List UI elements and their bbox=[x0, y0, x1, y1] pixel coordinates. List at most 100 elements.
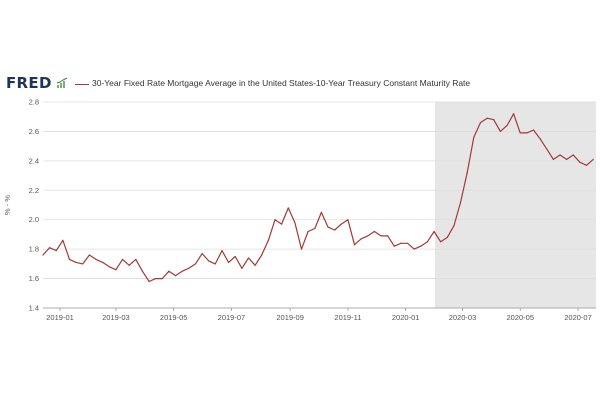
series-point bbox=[566, 158, 568, 160]
series-point bbox=[141, 270, 144, 272]
x-tick-label: 2020-07 bbox=[564, 313, 592, 322]
series-point bbox=[413, 248, 415, 250]
shaded-region bbox=[435, 102, 596, 308]
series-point bbox=[115, 269, 117, 271]
series-point bbox=[559, 154, 561, 156]
series-point bbox=[519, 132, 521, 134]
series-point bbox=[499, 130, 501, 133]
series-point bbox=[135, 258, 137, 261]
series-point bbox=[75, 261, 77, 263]
series-point bbox=[433, 230, 435, 233]
series-point bbox=[174, 275, 177, 277]
series-point bbox=[426, 241, 429, 243]
y-tick-label: 1.6 bbox=[29, 274, 39, 283]
series-point bbox=[367, 235, 369, 237]
chart-frame: FRED 30-Year Fixed Rate Mortgage Average… bbox=[0, 68, 600, 330]
legend-swatch bbox=[75, 84, 89, 85]
series-point bbox=[82, 263, 84, 265]
series-point bbox=[473, 136, 475, 138]
series-point bbox=[168, 270, 170, 272]
series-point bbox=[281, 223, 283, 225]
y-tick-label: 2.6 bbox=[29, 127, 39, 136]
series-point bbox=[300, 248, 303, 250]
series-point bbox=[148, 280, 150, 283]
series-point bbox=[314, 227, 316, 230]
series-point bbox=[393, 245, 395, 247]
y-tick-label: 2.4 bbox=[29, 156, 39, 165]
series-point bbox=[294, 222, 296, 224]
series-point bbox=[486, 117, 488, 119]
series-point bbox=[227, 261, 230, 263]
series-point bbox=[161, 277, 163, 280]
series-point bbox=[466, 172, 468, 174]
series-point bbox=[353, 244, 356, 246]
series-point bbox=[95, 258, 97, 261]
series-point bbox=[585, 164, 588, 166]
series-point bbox=[340, 223, 342, 225]
series-point bbox=[307, 230, 309, 233]
series-point bbox=[532, 129, 535, 131]
series-point bbox=[420, 245, 422, 247]
chart-header: FRED 30-Year Fixed Rate Mortgage Average… bbox=[0, 74, 600, 94]
fred-logo: FRED bbox=[6, 74, 52, 92]
series-point bbox=[572, 154, 574, 156]
series-point bbox=[188, 267, 190, 269]
fred-trend-icon bbox=[56, 77, 68, 89]
y-tick-label: 1.8 bbox=[29, 245, 39, 254]
y-tick-label: 2.0 bbox=[29, 215, 39, 224]
series-point bbox=[181, 270, 183, 272]
series-point bbox=[506, 124, 508, 127]
series-point bbox=[194, 263, 197, 265]
series-point bbox=[526, 132, 528, 134]
series-point bbox=[446, 236, 448, 238]
series-point bbox=[62, 239, 64, 241]
series-point bbox=[440, 241, 442, 243]
series-point bbox=[387, 235, 389, 237]
series-point bbox=[453, 225, 455, 227]
series-point bbox=[552, 158, 554, 160]
series-point bbox=[400, 242, 402, 244]
x-tick-label: 2020-03 bbox=[449, 313, 477, 322]
x-tick-label: 2019-07 bbox=[218, 313, 246, 322]
series-point bbox=[513, 113, 515, 115]
x-tick-label: 2020-01 bbox=[392, 313, 420, 322]
series-point bbox=[241, 267, 243, 269]
series-point bbox=[360, 238, 362, 240]
series-point bbox=[214, 263, 216, 265]
series-point bbox=[347, 219, 349, 221]
line-chart: 1.4 1.6 1.8 2.0 2.2 2.4 2.6 2.8 2019-01 2019-03 20… bbox=[3, 98, 596, 322]
y-tick-label: 1.4 bbox=[29, 304, 39, 313]
series-point bbox=[459, 201, 462, 203]
series-point bbox=[592, 158, 594, 160]
series-point bbox=[261, 254, 263, 256]
series-point bbox=[327, 226, 329, 228]
series-point bbox=[539, 138, 541, 140]
series-point bbox=[254, 264, 256, 266]
series-point bbox=[121, 258, 124, 261]
series-line bbox=[42, 113, 594, 283]
series-point bbox=[155, 277, 157, 280]
y-tick-label: 2.2 bbox=[29, 186, 39, 195]
series-point bbox=[102, 261, 104, 263]
series-point bbox=[320, 211, 322, 213]
series-point bbox=[380, 235, 382, 237]
y-axis-title: % - % bbox=[3, 195, 12, 215]
series-point bbox=[201, 252, 203, 255]
y-tick-label: 2.8 bbox=[29, 98, 39, 107]
x-tick-label: 2019-03 bbox=[102, 313, 130, 322]
series-point bbox=[128, 264, 130, 266]
series-point bbox=[88, 254, 90, 256]
x-tick-label: 2019-09 bbox=[276, 313, 304, 322]
series-point bbox=[267, 239, 269, 241]
series-point bbox=[68, 258, 71, 261]
series-point bbox=[55, 250, 57, 252]
series-point bbox=[493, 119, 495, 121]
x-tick-label: 2019-01 bbox=[46, 313, 74, 322]
series-point bbox=[108, 266, 110, 268]
series-point bbox=[247, 257, 250, 259]
series-point bbox=[479, 122, 482, 124]
series-point bbox=[546, 148, 548, 150]
series-point bbox=[579, 161, 581, 163]
series-point bbox=[42, 254, 44, 256]
series-point bbox=[287, 207, 289, 209]
